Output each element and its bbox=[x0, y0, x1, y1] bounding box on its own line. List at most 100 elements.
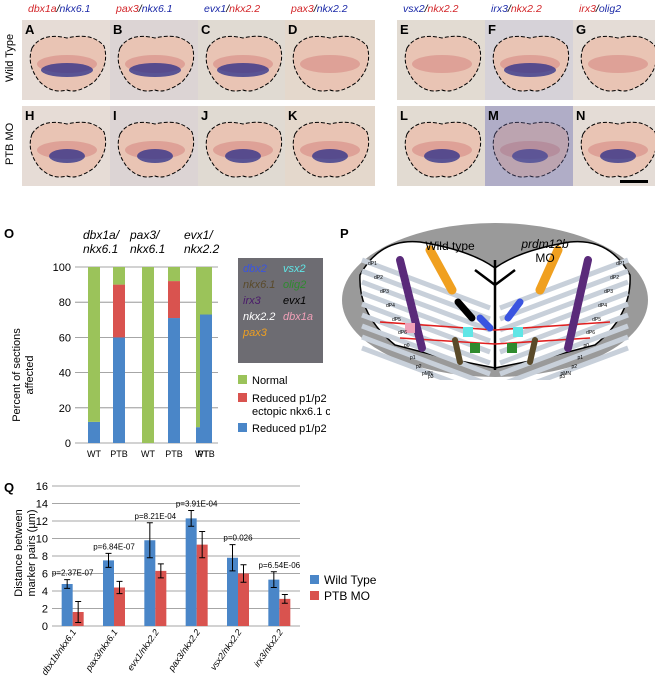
panel-letter-j: J bbox=[201, 108, 209, 123]
micrograph-n: N bbox=[573, 106, 655, 186]
q-error-bar bbox=[199, 531, 206, 559]
o-legend-label: ectopic nkx6.1 cells bbox=[252, 406, 330, 418]
p-domain-stripe bbox=[499, 268, 629, 322]
p-expression-domain bbox=[425, 245, 457, 295]
o-ylabel-line1: Percent of sections bbox=[11, 328, 23, 422]
micrograph-image bbox=[292, 35, 370, 92]
micro-header-gene-a: vsx2 bbox=[403, 3, 425, 15]
q-ytick: 16 bbox=[36, 481, 48, 493]
o-gene-key-label: olig2 bbox=[283, 279, 306, 291]
p-domain-stripe bbox=[361, 334, 484, 380]
p-domain-stripe bbox=[361, 345, 455, 380]
p-right-title: MO bbox=[535, 251, 554, 265]
o-bar-segment bbox=[113, 267, 125, 285]
micro-header-gene-a: irx3 bbox=[579, 3, 596, 15]
scale-bar bbox=[620, 180, 648, 183]
q-error-bar bbox=[240, 564, 247, 583]
o-bar-segment bbox=[113, 284, 125, 338]
micro-header-gene-a: pax3 bbox=[116, 3, 139, 15]
q-xtick: pax3/nkx2.2 bbox=[166, 627, 203, 673]
q-ytick: 0 bbox=[42, 621, 48, 633]
panel-letter-a: A bbox=[25, 22, 35, 37]
q-pvalue: p=8.21E-04 bbox=[135, 512, 177, 521]
q-error-bar bbox=[75, 601, 82, 623]
p-domain-label-right: p0 bbox=[583, 343, 589, 349]
o-legend-swatch bbox=[238, 393, 247, 402]
micrograph-image bbox=[29, 35, 107, 92]
o-xtick: WT bbox=[195, 449, 209, 459]
micrograph-j: J bbox=[198, 106, 288, 186]
p-domain-stripe bbox=[361, 279, 491, 333]
o-xtick: PTB bbox=[197, 449, 215, 459]
q-ytick: 12 bbox=[36, 516, 48, 528]
p-domain-label-left: p3 bbox=[428, 374, 434, 380]
micro-header-sep: / bbox=[226, 3, 230, 15]
p-domain-label-left: dP5 bbox=[392, 317, 401, 323]
q-error-bar bbox=[281, 594, 288, 604]
micro-col-header-4: pax3/nkx2.2 bbox=[291, 3, 348, 15]
q-bar bbox=[196, 544, 208, 626]
q-xtick: irx3/nkx2.2 bbox=[252, 627, 285, 668]
q-ylabel-line1: Distance between bbox=[13, 509, 25, 596]
p-domain-label-right: p3 bbox=[559, 374, 565, 380]
micro-header-gene-b: nkx6.1 bbox=[59, 3, 91, 15]
q-ytick: 10 bbox=[36, 534, 48, 546]
micrograph-image bbox=[485, 106, 575, 186]
p-domain-label-left: p2 bbox=[416, 364, 422, 370]
q-ytick: 14 bbox=[36, 499, 48, 511]
p-domain-label-left: dP6 bbox=[398, 330, 407, 336]
q-ytick: 6 bbox=[42, 569, 48, 581]
row-label-ptb-mo: PTB MO bbox=[4, 122, 16, 165]
micrograph-b: B bbox=[110, 20, 200, 100]
q-error-bar bbox=[105, 552, 112, 568]
o-gene-key-label: nkx2.2 bbox=[243, 311, 275, 323]
q-xtick: pax3/nkx6.1 bbox=[83, 627, 120, 673]
p-domain-stripe bbox=[499, 301, 629, 355]
p-domain-stripe bbox=[361, 323, 491, 377]
q-error-bar bbox=[146, 522, 153, 559]
p-marker-block bbox=[513, 327, 523, 337]
p-domain-label-right: dP6 bbox=[586, 330, 595, 336]
q-pvalue: p=0.026 bbox=[223, 534, 253, 543]
p-domain-label-left: dP3 bbox=[380, 289, 389, 295]
o-ytick: 80 bbox=[59, 297, 71, 309]
o-gene-key-label: evx1 bbox=[283, 295, 306, 307]
q-bar bbox=[227, 557, 238, 626]
micrograph-image bbox=[580, 121, 655, 178]
panel-letter-k: K bbox=[288, 108, 298, 123]
p-domain-label-left: dP2 bbox=[374, 275, 383, 281]
p-expression-domain bbox=[504, 298, 524, 322]
micrograph-image bbox=[404, 35, 482, 92]
p-domain-label-right: dP5 bbox=[592, 317, 601, 323]
q-bar bbox=[144, 540, 156, 626]
micrograph-k: K bbox=[285, 106, 375, 186]
o-ytick: 60 bbox=[59, 332, 71, 344]
q-ytick: 4 bbox=[42, 586, 48, 598]
p-domain-label-right: dP2 bbox=[610, 275, 619, 281]
o-xtick: WT bbox=[87, 449, 101, 459]
micro-header-sep: / bbox=[507, 3, 511, 15]
p-domain-stripe bbox=[499, 279, 629, 333]
o-xtick: PTB bbox=[110, 449, 128, 459]
q-bar bbox=[103, 560, 114, 626]
o-xtick: WT bbox=[141, 449, 155, 459]
p-expression-domain bbox=[564, 256, 592, 352]
p-left-title: Wild type bbox=[425, 239, 475, 253]
micro-header-gene-b: nkx2.2 bbox=[510, 3, 542, 15]
micrograph-g: G bbox=[573, 20, 655, 100]
q-xtick: dbx1b/nkx6.1 bbox=[39, 627, 78, 677]
q-bar bbox=[268, 579, 280, 626]
p-expression-domain bbox=[454, 298, 476, 322]
p-expression-domain bbox=[396, 256, 426, 352]
micro-header-sep: / bbox=[56, 3, 60, 15]
q-legend-label: Wild Type bbox=[324, 573, 377, 587]
o-legend-swatch bbox=[238, 375, 247, 384]
q-legend-label: PTB MO bbox=[324, 589, 370, 603]
o-col-header: nkx2.2 bbox=[184, 242, 220, 256]
micro-header-sep: / bbox=[595, 3, 599, 15]
o-bar-segment bbox=[88, 267, 100, 422]
panel-letter-f: F bbox=[488, 22, 496, 37]
q-bar bbox=[238, 573, 249, 626]
p-expression-domain bbox=[527, 337, 538, 365]
